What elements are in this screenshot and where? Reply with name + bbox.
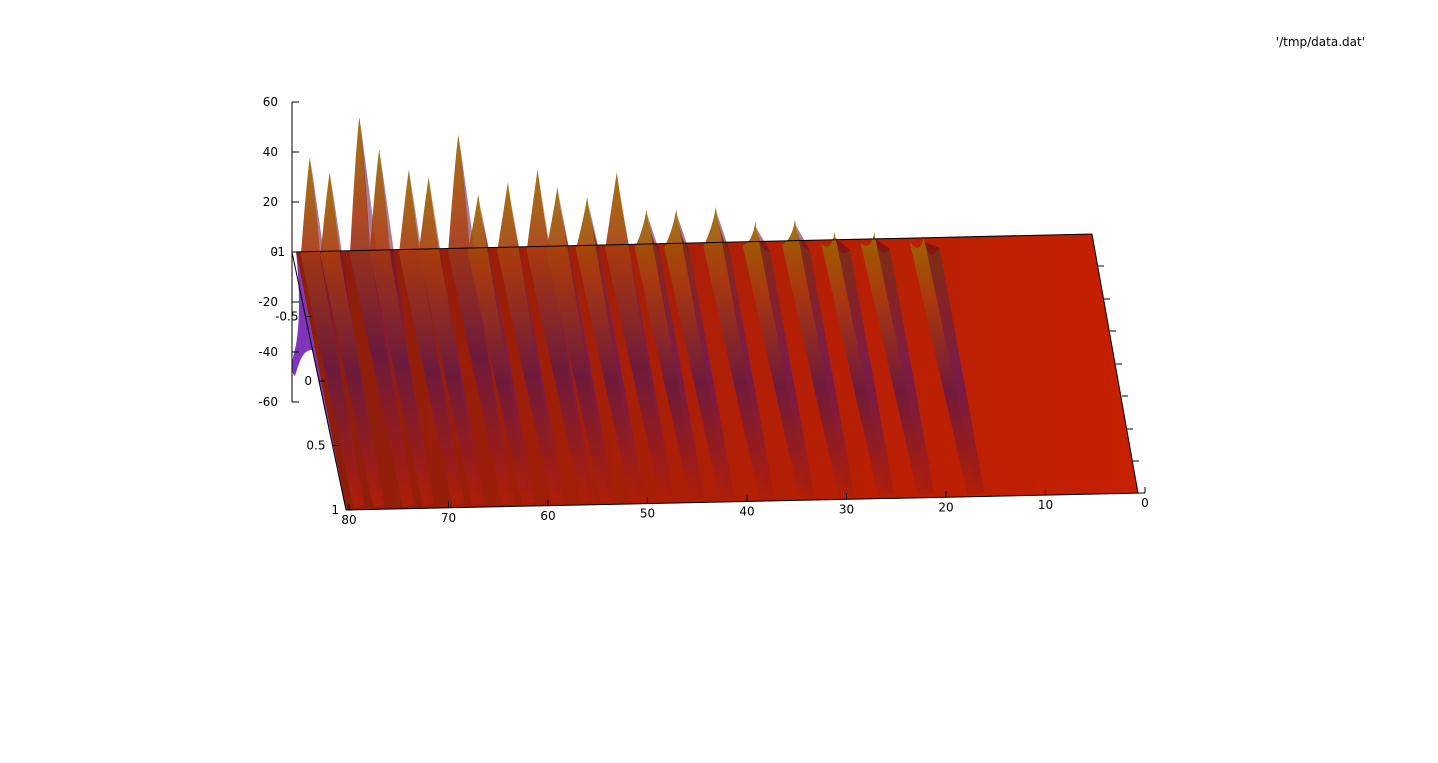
z-tick-label: -60 — [258, 395, 278, 409]
y-tick-label: -1 — [273, 245, 285, 259]
ridge-shade — [479, 200, 535, 503]
ridge-shade — [756, 228, 815, 497]
z-tick-label: -40 — [258, 345, 278, 359]
ridge-shade — [677, 215, 735, 498]
x-tick-label: 20 — [938, 500, 953, 514]
ridge-shade — [716, 213, 775, 498]
z-tick-label: -20 — [258, 295, 278, 309]
ridge-shade — [796, 225, 855, 496]
surface-ridges — [300, 117, 985, 508]
z-tick-label: 40 — [263, 145, 278, 159]
z-tick-label: 20 — [263, 195, 278, 209]
x-tick-label: 70 — [441, 511, 456, 525]
ridge-shade — [647, 215, 705, 499]
x-tick-label: 50 — [640, 507, 655, 521]
z-axis: -60 -40 -20 0 20 40 60 — [258, 95, 299, 409]
y-tick-label: -0.5 — [275, 310, 298, 324]
y-axis: -1 -0.5 0 0.5 1 — [273, 245, 352, 517]
x-tick-label: 80 — [341, 513, 356, 527]
y-tick-label: 1 — [331, 503, 339, 517]
z-tick-label: 60 — [263, 95, 278, 109]
x-tick-label: 60 — [540, 509, 555, 523]
x-tick-label: 10 — [1038, 498, 1053, 512]
x-axis: 0 10 20 30 40 50 60 70 80 — [341, 487, 1149, 527]
ridge-shade — [558, 193, 615, 501]
x-tick-label: 0 — [1141, 496, 1149, 510]
x-tick-label: 40 — [739, 505, 754, 519]
ridge-shade — [588, 203, 645, 500]
y-tick-label: 0 — [304, 374, 312, 388]
legend-label: '/tmp/data.dat' — [1276, 35, 1365, 49]
ridge-peak — [349, 117, 415, 507]
ridge-shade — [835, 238, 895, 495]
x-tick-label: 30 — [839, 502, 854, 516]
right-edge-ticks — [1098, 265, 1139, 462]
y-tick-label: 0.5 — [306, 439, 325, 453]
z-tick-label: 0 — [270, 245, 278, 259]
ridge-shade — [875, 238, 935, 494]
ridge-shade — [924, 241, 985, 493]
